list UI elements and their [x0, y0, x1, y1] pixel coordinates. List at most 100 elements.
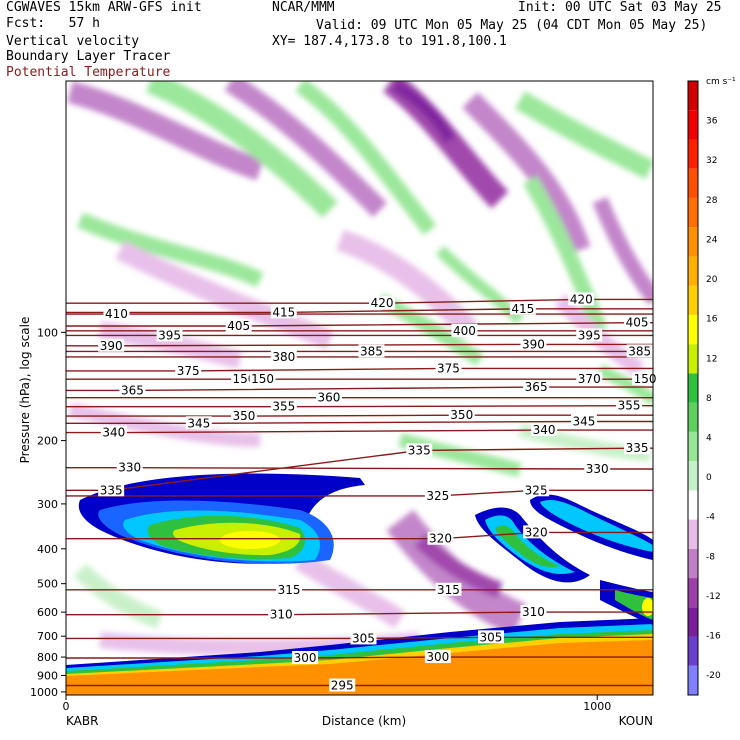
theta-contour-label: 385	[360, 344, 383, 358]
x-tick-label: 1000	[583, 700, 611, 713]
theta-contour-label: 390	[100, 339, 123, 353]
theta-contour-label: 315	[437, 583, 460, 597]
colorbar-swatch	[688, 402, 698, 432]
colorbar-tick-label: -16	[706, 632, 721, 642]
colorbar-tick-label: 36	[706, 117, 718, 127]
y-axis-title: Pressure (hPa), log scale	[18, 317, 32, 464]
colorbar-swatch	[688, 81, 698, 111]
theta-contour-label: 415	[272, 305, 295, 319]
y-tick-label: 400	[37, 543, 58, 556]
x-axis-title: Distance (km)	[322, 714, 406, 728]
colorbar-swatch	[688, 197, 698, 228]
colorbar-tick-label: 8	[706, 394, 712, 404]
org-label: NCAR/MMM	[272, 0, 335, 15]
theta-contour-label: 310	[522, 605, 545, 619]
theta-label-bg	[270, 305, 297, 319]
theta-line	[66, 489, 653, 497]
theta-line	[66, 611, 653, 616]
colorbar-tick-label: -8	[706, 552, 715, 562]
theta-label-bg	[116, 460, 143, 474]
theta-contour-label: 335	[626, 441, 649, 455]
colorbar-swatch	[688, 227, 698, 257]
theta-contour-label: 390	[522, 337, 545, 351]
boundary-layer-tracer	[66, 473, 653, 695]
theta-line	[66, 343, 653, 347]
theta-contour-label: 320	[525, 525, 548, 539]
theta-contour-label: 330	[586, 462, 609, 476]
theta-contour-label: 375	[177, 364, 200, 378]
forecast-hour: Fcst: 57 h	[6, 16, 100, 31]
colorbar-swatch	[688, 139, 698, 169]
theta-contour-label: 300	[426, 650, 449, 664]
theta-label-bg	[568, 292, 595, 306]
theta-label-bg	[520, 337, 547, 351]
y-tick-label: 600	[37, 606, 58, 619]
theta-label-bg	[626, 344, 653, 358]
theta-label-bg	[350, 631, 377, 645]
theta-contour-label: 405	[626, 316, 649, 330]
theta-label-bg	[435, 582, 462, 596]
theta-line	[66, 467, 653, 470]
colorbar-swatch	[688, 490, 698, 520]
colorbar-tick-label: 4	[706, 434, 712, 444]
theta-label-bg	[98, 338, 125, 352]
colorbar-swatch	[688, 110, 698, 140]
theta-label-bg	[523, 380, 550, 394]
theta-label-bg	[358, 344, 385, 358]
theta-label-bg	[451, 323, 478, 337]
theta-label-bg	[477, 630, 504, 644]
theta-contour-label: 380	[272, 350, 295, 364]
theta-contour-label: 340	[533, 423, 556, 437]
theta-contour-label: 320	[429, 532, 452, 546]
theta-label-bg	[576, 328, 603, 342]
theta-label-bg	[185, 416, 212, 430]
theta-line	[66, 367, 653, 372]
colorbar-tick-label: -12	[706, 592, 721, 602]
theta-label-bg	[156, 328, 183, 342]
theta-line	[66, 531, 653, 540]
theta-contour-label: 365	[121, 383, 144, 397]
theta-label-bg	[523, 525, 550, 539]
colorbar-tick-label: 0	[706, 473, 712, 483]
model-title: CGWAVES 15km ARW-GFS init	[6, 0, 202, 15]
colorbar-swatch	[688, 373, 698, 403]
x-tick-label: 0	[63, 700, 70, 713]
colorbar-swatch	[688, 607, 698, 637]
theta-label-bg	[509, 301, 536, 315]
theta-line	[66, 656, 653, 659]
theta-contour-label: 305	[480, 630, 503, 644]
theta-contour-label: 325	[426, 489, 449, 503]
theta-contour-label: 310	[270, 608, 293, 622]
y-tick-label: 900	[37, 669, 58, 682]
colorbar-tick-label: 24	[706, 235, 718, 245]
theta-line	[66, 414, 653, 417]
theta-label-bg	[119, 383, 146, 397]
colorbar-swatch	[688, 314, 698, 345]
theta-label-bg	[270, 349, 297, 363]
theta-label-bg	[268, 607, 295, 621]
theta-label-bg	[624, 315, 651, 329]
init-time: Init: 00 UTC Sat 03 May 25	[518, 0, 722, 15]
y-tick-label: 300	[37, 498, 58, 511]
theta-contour-label: 355	[272, 400, 295, 414]
theta-label-bg	[576, 372, 603, 386]
colorbar-swatch	[688, 578, 698, 608]
theta-contour-label: 345	[187, 416, 210, 430]
theta-contour-label: 300	[294, 651, 317, 665]
theta-label-bg	[270, 399, 297, 413]
colorbar-swatch	[688, 665, 698, 695]
cross-section-coords: XY= 187.4,173.8 to 191.8,100.1	[272, 34, 507, 49]
colorbar-swatch	[688, 519, 698, 549]
field-label-theta: Potential Temperature	[6, 65, 171, 80]
y-tick-label: 700	[37, 630, 58, 643]
theta-contour-label: 385	[628, 344, 651, 358]
colorbar-tick-label: -20	[706, 671, 721, 681]
colorbar-tick-label: 28	[706, 196, 718, 206]
theta-contour-label: 405	[227, 319, 250, 333]
x-start-station: KABR	[66, 714, 98, 728]
theta-label-bg	[276, 582, 303, 596]
theta-contour-label: 345	[572, 414, 595, 428]
colorbar-tick-label: -4	[706, 513, 715, 523]
theta-label-bg	[225, 318, 252, 332]
